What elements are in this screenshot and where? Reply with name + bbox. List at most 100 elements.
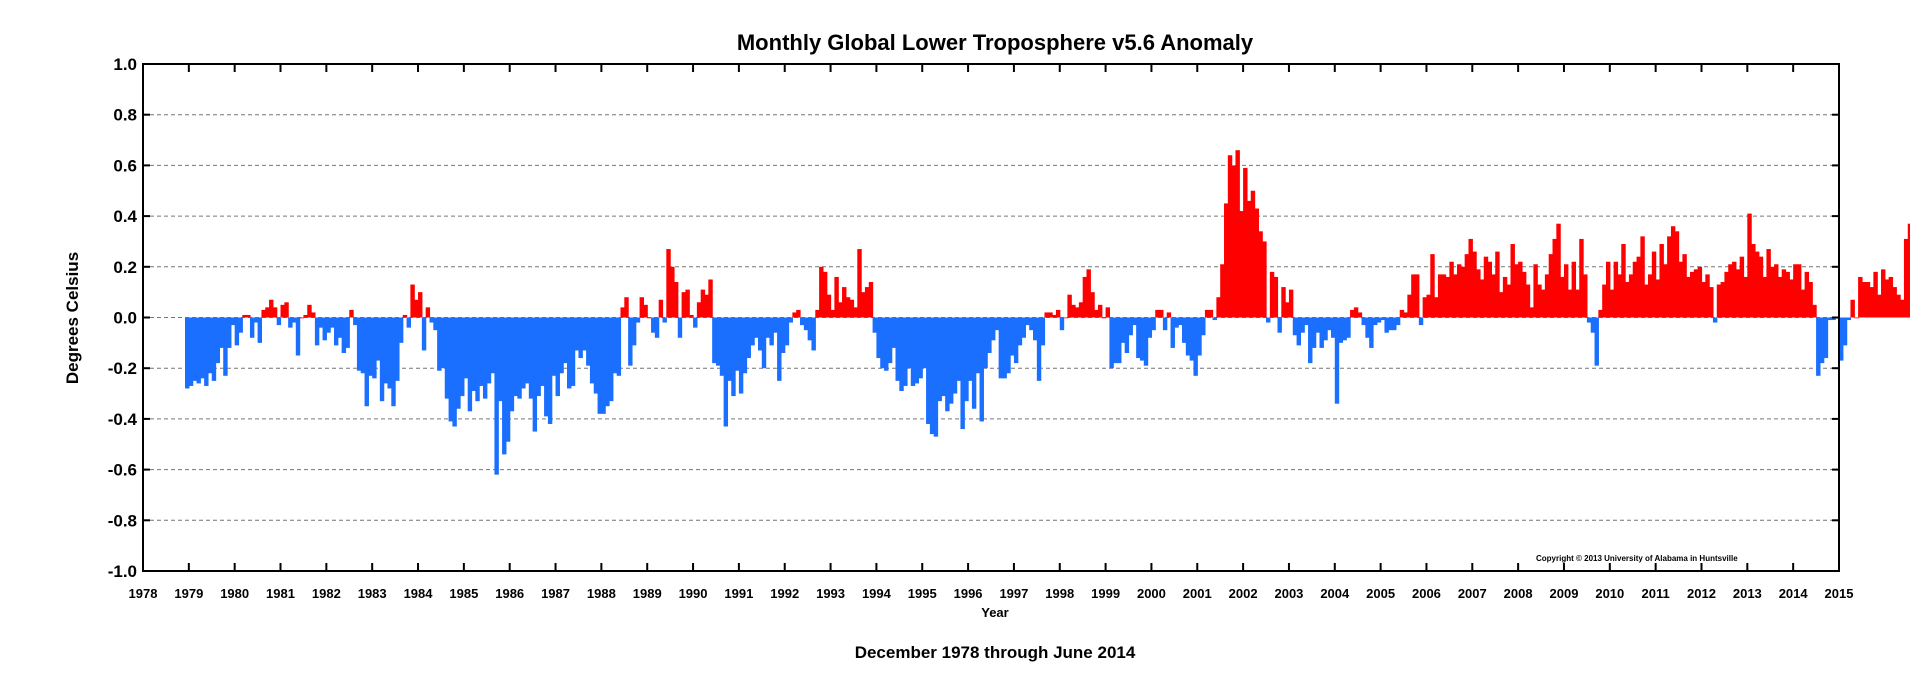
- anomaly-bar: [780, 317, 786, 353]
- anomaly-bar: [1579, 238, 1584, 318]
- anomaly-bar: [1900, 299, 1905, 318]
- anomaly-bar: [1021, 317, 1026, 338]
- anomaly-bar: [368, 317, 373, 376]
- anomaly-bar: [1831, 317, 1836, 321]
- y-tick-label: -0.4: [108, 410, 138, 429]
- anomaly-bar: [353, 317, 358, 326]
- anomaly-bar: [1716, 284, 1722, 318]
- anomaly-bar: [398, 317, 404, 343]
- anomaly-bar: [715, 317, 721, 366]
- anomaly-bar: [185, 317, 190, 389]
- x-axis-label: Year: [981, 605, 1008, 620]
- anomaly-bar: [570, 317, 576, 386]
- anomaly-bar: [379, 317, 385, 402]
- anomaly-bar: [433, 317, 438, 331]
- anomaly-bar: [1342, 317, 1347, 341]
- x-tick-label: 1984: [404, 586, 434, 601]
- anomaly-bar: [1460, 266, 1466, 318]
- anomaly-bar: [528, 317, 534, 399]
- anomaly-bar: [544, 317, 549, 417]
- anomaly-bar: [234, 317, 240, 346]
- anomaly-bar: [1560, 276, 1565, 318]
- anomaly-bar: [291, 317, 297, 323]
- anomaly-bar: [314, 317, 320, 346]
- anomaly-bar: [1594, 317, 1599, 366]
- x-tick-label: 2008: [1504, 586, 1533, 601]
- anomaly-bar: [1525, 284, 1531, 318]
- x-tick-label: 2003: [1274, 586, 1303, 601]
- anomaly-bar: [1537, 284, 1542, 318]
- anomaly-bar: [200, 317, 205, 379]
- x-tick-label: 2015: [1825, 586, 1854, 601]
- anomaly-bar: [1201, 317, 1206, 336]
- anomaly-bar: [1441, 274, 1447, 318]
- anomaly-bar: [589, 317, 595, 384]
- anomaly-bar: [524, 317, 530, 384]
- anomaly-bar: [1690, 271, 1695, 318]
- x-tick-label: 2004: [1320, 586, 1350, 601]
- anomaly-bar: [211, 317, 217, 381]
- anomaly-bar: [834, 276, 839, 318]
- anomaly-bar: [356, 317, 362, 371]
- anomaly-bar: [555, 317, 560, 397]
- anomaly-bar: [1793, 264, 1798, 318]
- anomaly-bar: [1682, 254, 1687, 318]
- anomaly-bar: [1625, 282, 1630, 318]
- anomaly-bar: [1590, 317, 1596, 333]
- anomaly-bar: [429, 317, 434, 323]
- anomaly-bar: [1697, 266, 1703, 318]
- anomaly-bar: [586, 317, 591, 366]
- anomaly-bar: [757, 317, 763, 351]
- anomaly-bar: [777, 317, 782, 381]
- anomaly-bar: [1667, 236, 1672, 318]
- anomaly-bar: [1285, 302, 1290, 318]
- anomaly-bar: [968, 317, 973, 381]
- x-tick-label: 1988: [587, 586, 616, 601]
- anomaly-bar: [1178, 317, 1183, 326]
- anomaly-bar: [1174, 317, 1179, 328]
- anomaly-bar: [376, 317, 381, 361]
- anomaly-bar: [341, 317, 347, 353]
- anomaly-bar: [723, 317, 729, 427]
- y-tick-label: 0.2: [113, 258, 137, 277]
- anomaly-bar: [1529, 307, 1535, 318]
- anomaly-bar: [257, 317, 263, 343]
- anomaly-bar: [1655, 279, 1661, 318]
- anomaly-bar: [383, 317, 389, 384]
- anomaly-bar: [1449, 261, 1454, 318]
- anomaly-bar: [1487, 261, 1492, 318]
- anomaly-bar: [1552, 238, 1557, 318]
- anomaly-bar: [1415, 274, 1420, 318]
- anomaly-bar: [1181, 317, 1187, 343]
- anomaly-bar: [1445, 276, 1450, 318]
- anomaly-bar: [1395, 317, 1401, 326]
- anomaly-bar: [265, 307, 270, 318]
- anomaly-bar: [1059, 317, 1065, 331]
- anomaly-bar: [414, 299, 419, 318]
- anomaly-bar: [1598, 309, 1603, 318]
- anomaly-bar: [391, 317, 396, 407]
- anomaly-bar: [1017, 317, 1023, 346]
- anomaly-bar: [1250, 190, 1256, 318]
- x-tick-label: 1998: [1045, 586, 1074, 601]
- x-tick-label: 2001: [1183, 586, 1212, 601]
- anomaly-bar: [1628, 274, 1634, 318]
- anomaly-bar: [1392, 317, 1397, 331]
- x-tick-label: 2007: [1458, 586, 1487, 601]
- anomaly-bar: [1224, 203, 1229, 318]
- anomaly-bar: [337, 317, 343, 338]
- anomaly-bar: [333, 317, 339, 346]
- anomaly-bar: [1411, 274, 1416, 318]
- anomaly-bar: [1865, 282, 1871, 318]
- x-tick-label: 1986: [495, 586, 524, 601]
- anomaly-bar: [746, 317, 751, 359]
- anomaly-bar: [1789, 279, 1794, 318]
- anomaly-bar: [1002, 317, 1007, 379]
- anomaly-bar: [482, 317, 488, 399]
- anomaly-bar: [983, 317, 988, 369]
- anomaly-bar: [1609, 289, 1615, 318]
- anomaly-bar: [1839, 317, 1844, 361]
- anomaly-bar: [1067, 294, 1072, 318]
- anomaly-bar: [1063, 317, 1068, 319]
- anomaly-bar: [1109, 317, 1114, 369]
